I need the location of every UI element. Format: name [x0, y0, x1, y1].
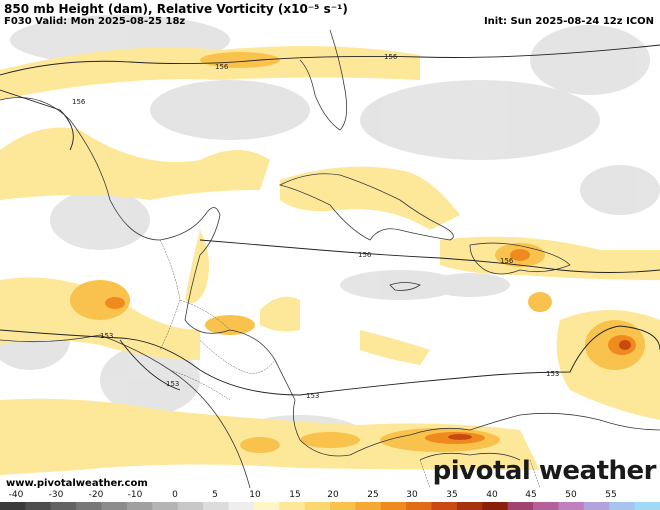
colorbar-segment	[228, 502, 255, 510]
colorbar-segment	[507, 502, 534, 510]
colorbar-segment	[355, 502, 382, 510]
colorbar-segment	[203, 502, 229, 510]
valid-time: F030 Valid: Mon 2025-08-25 18z	[4, 16, 186, 27]
colorbar-segment	[634, 502, 660, 510]
colorbar-tick-label: 25	[367, 490, 379, 500]
borders	[159, 239, 541, 489]
colorbar	[0, 502, 660, 510]
colorbar-segment	[533, 502, 559, 510]
colorbar-tick-label: 10	[249, 490, 261, 500]
colorbar-segment	[253, 502, 280, 510]
contour-label-south-center: 153	[306, 392, 319, 400]
colorbar-segment	[101, 502, 128, 510]
colorbar-segment	[126, 502, 153, 510]
site-url: www.pivotalweather.com	[6, 478, 148, 489]
colorbar-segment	[609, 502, 636, 510]
colorbar-segment	[431, 502, 458, 510]
colorbar-tick-label: 20	[327, 490, 339, 500]
colorbar-segment	[406, 502, 433, 510]
colorbar-segment	[25, 502, 52, 510]
contour-label-florida: 156	[384, 53, 398, 61]
colorbar-segment	[50, 502, 77, 510]
contour-label-south-west: 153	[100, 332, 113, 340]
colorbar-segment	[279, 502, 306, 510]
colorbar-tick-label: -20	[88, 490, 104, 500]
contour-label-mid-east: 156	[500, 257, 514, 265]
colorbar-segment	[330, 502, 356, 510]
colorbar-tick-label: -10	[127, 490, 143, 500]
colorbar-segment	[558, 502, 585, 510]
colorbar-segment	[152, 502, 179, 510]
brand-logo: pivotal weather	[432, 456, 657, 486]
colorbar-segment	[76, 502, 103, 510]
colorbar-segment	[482, 502, 509, 510]
colorbar-segment	[456, 502, 483, 510]
colorbar-tick-label: 0	[172, 490, 178, 500]
high-vorticity-areas	[105, 249, 636, 444]
colorbar-tick-label: 15	[289, 490, 301, 500]
map-title: 850 mb Height (dam), Relative Vorticity …	[4, 2, 348, 16]
colorbar-tick-label: 40	[486, 490, 498, 500]
init-time: Init: Sun 2025-08-24 12z ICON	[483, 16, 654, 27]
colorbar-tick-label: 45	[525, 490, 537, 500]
colorbar-segment	[177, 502, 204, 510]
colorbar-tick-label: 55	[605, 490, 617, 500]
contour-label-north: 156	[215, 63, 229, 71]
colorbar-tick-label: -30	[48, 490, 64, 500]
colorbar-tick-label: 5	[212, 490, 218, 500]
colorbar-segment	[380, 502, 407, 510]
contour-label-mid: 156	[358, 251, 372, 259]
colorbar-tick-label: 30	[406, 490, 418, 500]
contour-label-west: 156	[72, 98, 86, 106]
colorbar-segment	[304, 502, 331, 510]
colorbar-segment	[583, 502, 610, 510]
colorbar-segment	[0, 502, 26, 510]
coastlines	[0, 29, 660, 489]
positive-vorticity-areas	[0, 46, 660, 475]
max-vorticity-areas	[448, 340, 631, 440]
contour-label-south-mid: 153	[166, 380, 179, 388]
colorbar-tick-label: 35	[446, 490, 458, 500]
contour-label-south-east: 153	[546, 370, 559, 378]
colorbar-tick-label: -40	[8, 490, 24, 500]
height-contours	[0, 44, 660, 396]
colorbar-tick-label: 50	[565, 490, 577, 500]
